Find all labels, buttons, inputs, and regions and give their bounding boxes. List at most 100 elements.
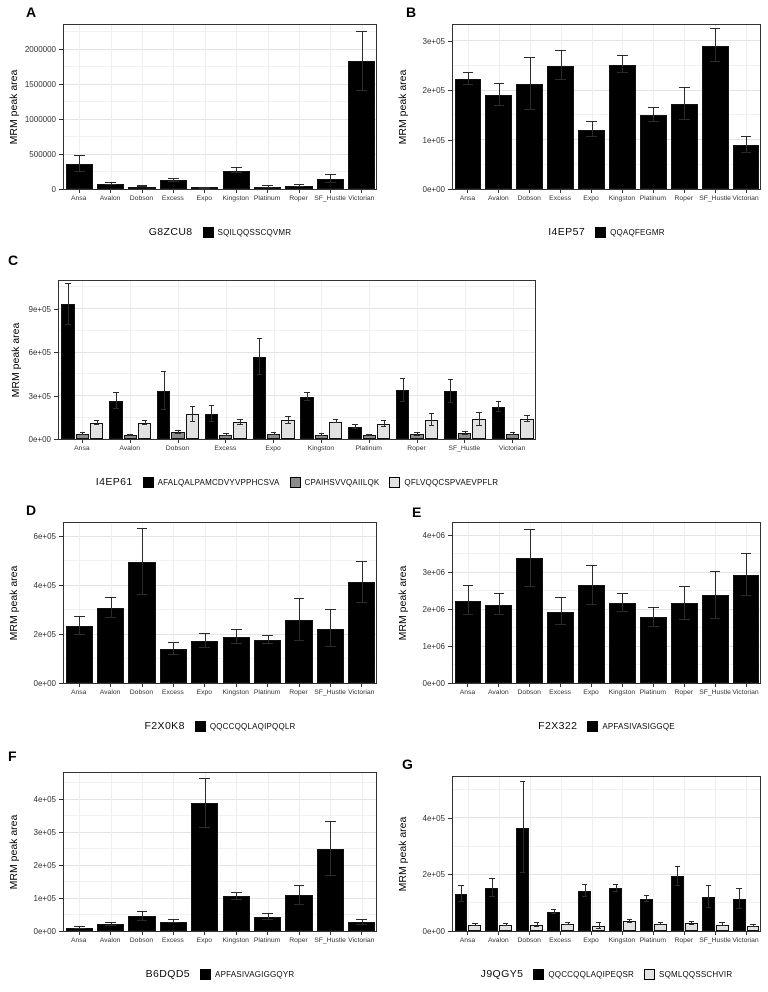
y-tick-label: 2e+05 <box>33 861 56 871</box>
error-bar <box>299 185 300 188</box>
error-bar <box>173 642 175 655</box>
error-bar-cap <box>136 185 148 187</box>
y-tick-label: 1e+05 <box>33 894 56 904</box>
x-tick-label: Expo <box>196 689 213 696</box>
x-tick-label: Platinum <box>639 195 667 202</box>
error-bar <box>684 586 686 620</box>
x-tick-label: Excess <box>549 937 572 944</box>
error-bar-cap <box>534 922 540 924</box>
bar <box>732 145 760 189</box>
legend-key: AFALQALPAMCDVYVPPHCSVA <box>142 476 280 488</box>
major-gridline <box>59 395 535 397</box>
major-gridline <box>453 817 760 819</box>
y-tick-label: 1000000 <box>24 115 56 125</box>
error-bar <box>722 923 724 926</box>
x-tick-mark <box>467 190 469 193</box>
y-tick-mark <box>448 683 452 684</box>
legend-key: SQILQQSSCQVMR <box>202 226 292 238</box>
error-bar <box>96 420 98 426</box>
x-tick-label: Expo <box>583 195 599 202</box>
error-bar-cap <box>493 614 505 616</box>
x-tick-mark <box>298 190 300 193</box>
error-bar-cap <box>304 400 310 402</box>
x-tick-label: Excess <box>161 195 184 202</box>
panel-a: A MRM peak area 0 500000 1000000 1500000 20000… <box>0 0 384 250</box>
error-bar-cap <box>65 323 71 325</box>
error-bar-cap <box>73 928 85 930</box>
x-tick-mark <box>172 684 174 687</box>
error-bar-cap <box>509 431 516 433</box>
error-bar <box>622 56 624 73</box>
error-bar <box>163 372 165 411</box>
error-bar <box>299 885 300 906</box>
bar <box>376 423 391 439</box>
legend: G8ZCU8 SQILQQSSCQVMR <box>63 226 377 238</box>
vertical-gridline <box>361 773 363 931</box>
x-tick-mark <box>714 932 716 935</box>
error-bar-cap <box>73 154 85 156</box>
error-bar-cap <box>581 896 588 898</box>
error-bar-cap <box>678 87 690 89</box>
bar <box>156 391 171 439</box>
x-tick-mark <box>529 932 531 935</box>
error-bar-cap <box>168 919 179 921</box>
minor-gridline <box>64 914 376 916</box>
x-tick-mark <box>235 190 237 193</box>
bar <box>670 876 684 931</box>
y-tick-label: 6e+05 <box>28 348 51 358</box>
y-tick-label: 0e+00 <box>422 679 445 688</box>
error-bar <box>204 633 206 649</box>
error-bar-cap <box>141 419 148 421</box>
error-bar-cap <box>325 874 336 876</box>
bar <box>348 61 376 189</box>
bar <box>609 888 622 931</box>
bar <box>443 391 458 439</box>
error-bar-cap <box>230 898 242 900</box>
vertical-gridline <box>110 773 112 931</box>
bar <box>520 418 534 439</box>
x-tick-label: Dobson <box>129 937 154 944</box>
bar <box>285 619 313 683</box>
error-bar-cap <box>709 617 721 619</box>
panel-letter: A <box>26 4 37 20</box>
x-tick-label: Victorian <box>498 445 526 452</box>
minor-gridline <box>453 114 760 116</box>
x-tick-mark <box>110 190 112 193</box>
x-tick-label: Roper <box>674 689 693 696</box>
bar <box>670 603 698 683</box>
plot-area <box>58 280 536 440</box>
x-tick-mark <box>204 190 206 193</box>
legend-key: CPAIHSVVQAIILQK <box>289 476 380 488</box>
error-bar-cap <box>230 172 242 174</box>
x-tick-mark <box>235 684 237 687</box>
error-bar <box>79 155 81 172</box>
error-bar <box>142 911 143 921</box>
x-tick-mark <box>361 932 363 935</box>
error-bar-cap <box>617 55 628 57</box>
x-tick-mark <box>745 932 747 935</box>
error-bar <box>110 597 112 619</box>
x-tick-label: Expo <box>196 937 213 944</box>
error-bar-cap <box>318 434 325 436</box>
minor-gridline <box>64 136 376 138</box>
major-gridline <box>64 584 376 586</box>
error-bar <box>361 561 363 604</box>
x-tick-label: Victorian <box>348 937 375 944</box>
major-gridline <box>453 534 760 536</box>
error-bar <box>512 432 514 435</box>
error-bar-cap <box>462 433 468 435</box>
major-gridline <box>64 897 376 899</box>
error-bar-cap <box>293 904 305 906</box>
y-tick-label: 3e+05 <box>33 828 56 838</box>
error-bar <box>110 923 112 926</box>
minor-gridline <box>64 171 376 173</box>
error-bar-cap <box>564 921 571 923</box>
error-bar-cap <box>586 121 597 123</box>
major-gridline <box>453 645 760 647</box>
y-tick-mark <box>448 609 452 611</box>
bar <box>732 898 746 931</box>
error-bar-cap <box>366 435 372 437</box>
error-bar-cap <box>380 419 387 421</box>
vertical-gridline <box>529 777 531 931</box>
error-bar-cap <box>189 420 196 422</box>
